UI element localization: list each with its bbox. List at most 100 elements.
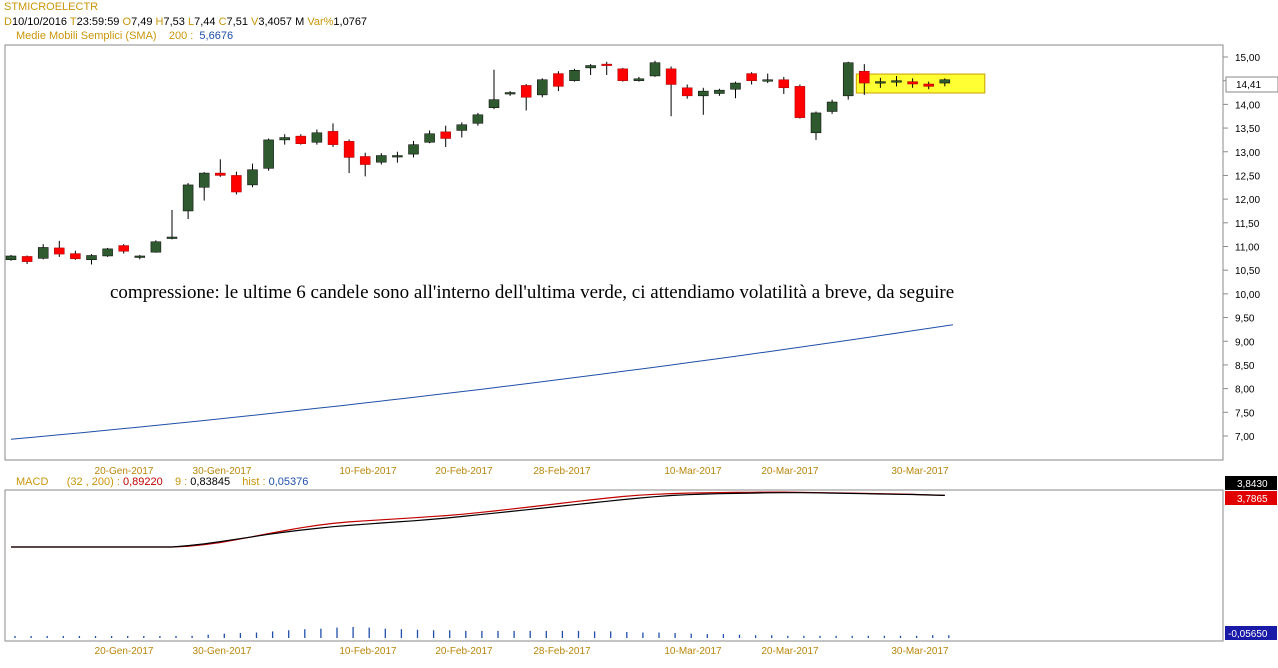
price-tick-label: 12,00 xyxy=(1235,195,1260,206)
price-tick-label: 7,50 xyxy=(1235,408,1255,419)
candle-up xyxy=(842,62,854,97)
price-tick-label: 10,00 xyxy=(1235,290,1260,301)
candle-up xyxy=(247,169,258,186)
macd-panel-frame xyxy=(4,489,1224,642)
hist-min-tag xyxy=(1225,626,1277,640)
candle-down xyxy=(778,79,790,89)
candles-group xyxy=(5,60,951,265)
candle-up xyxy=(5,255,17,261)
candle-up xyxy=(488,99,500,108)
macd-date-label: 30-Mar-2017 xyxy=(891,646,949,657)
candle-up xyxy=(102,248,113,257)
macd-date-label: 30-Gen-2017 xyxy=(193,646,252,657)
date-label: 20-Gen-2017 xyxy=(95,466,154,477)
price-tick-label: 8,00 xyxy=(1235,385,1255,396)
candle-up xyxy=(875,81,886,84)
signal-line xyxy=(11,491,945,548)
candle-up xyxy=(714,89,725,94)
macd-value-label: 3,8430 xyxy=(1237,479,1268,490)
macd-value-tag xyxy=(1225,476,1277,490)
candle-up xyxy=(472,114,484,124)
candle-up xyxy=(730,82,741,90)
candle-up xyxy=(698,90,709,97)
macd-histogram xyxy=(14,627,950,638)
candle-down xyxy=(665,68,677,85)
candle-up xyxy=(762,79,773,82)
candle-down xyxy=(231,175,242,193)
candle-up xyxy=(198,172,210,188)
candle-up xyxy=(537,79,548,96)
candle-up xyxy=(150,241,162,253)
compression-annotation: compressione: le ultime 6 candele sono a… xyxy=(110,282,954,303)
candle-up xyxy=(86,255,97,261)
candle-down xyxy=(54,247,65,255)
signal-value-tag xyxy=(1225,491,1277,505)
last-price-tag xyxy=(1225,76,1278,93)
candle-up xyxy=(134,255,146,258)
candle-up xyxy=(585,65,596,69)
price-tick-label: 13,00 xyxy=(1235,148,1260,159)
sma-legend: Medie Mobili Semplici (SMA) 200 : 5,6676 xyxy=(16,30,234,42)
macd-line xyxy=(11,492,945,548)
macd-date-label: 20-Feb-2017 xyxy=(435,646,493,657)
candle-up xyxy=(504,92,516,95)
candle-up xyxy=(182,184,194,212)
date-label: 10-Feb-2017 xyxy=(339,466,397,477)
candle-down xyxy=(70,253,81,260)
candle-down xyxy=(215,172,226,176)
candle-up xyxy=(166,236,178,239)
date-label: 28-Feb-2017 xyxy=(533,466,591,477)
candle-down xyxy=(21,256,33,262)
candle-down xyxy=(343,141,355,158)
candle-up xyxy=(279,137,290,141)
candle-down xyxy=(359,156,371,165)
ohlc-readout: D10/10/2016 T23:59:59 O7,49 H7,53 L7,44 … xyxy=(4,16,368,28)
candle-down xyxy=(118,245,129,252)
candle-up xyxy=(939,79,951,84)
price-tick-label: 9,00 xyxy=(1235,337,1255,348)
date-label: 30-Mar-2017 xyxy=(891,466,949,477)
candle-down xyxy=(859,70,870,84)
candle-up xyxy=(263,139,274,169)
candle-down xyxy=(617,68,629,81)
candle-up xyxy=(810,112,822,134)
price-tick-label: 7,00 xyxy=(1235,432,1255,443)
candle-down xyxy=(520,85,532,98)
date-axis: 20-Gen-2017 30-Gen-2017 10-Feb-2017 20-Feb-… xyxy=(95,466,950,477)
candle-down xyxy=(794,86,806,118)
last-price-label: 14,41 xyxy=(1236,80,1261,91)
price-tick-label: 11,50 xyxy=(1235,219,1260,230)
macd-date-axis: 20-Gen-2017 30-Gen-2017 10-Feb-2017 20-Feb-… xyxy=(95,646,950,657)
macd-date-label: 10-Feb-2017 xyxy=(339,646,397,657)
compression-highlight xyxy=(855,73,986,94)
price-tick-label: 14,00 xyxy=(1235,100,1260,111)
candle-up xyxy=(376,155,387,163)
candle-up xyxy=(392,155,403,158)
price-tick-label: 11,00 xyxy=(1235,243,1260,254)
macd-legend: MACD (32 , 200) : 0,89220 9 : 0,83845 hi… xyxy=(16,476,309,488)
candle-down xyxy=(295,135,307,144)
macd-date-label: 20-Mar-2017 xyxy=(761,646,819,657)
candle-down xyxy=(601,63,612,66)
candle-up xyxy=(424,133,435,143)
candle-up xyxy=(569,70,580,81)
candle-up xyxy=(826,101,838,112)
price-tick-label: 8,50 xyxy=(1235,361,1255,372)
price-axis: 7,00 7,50 8,00 8,50 9,00 9,50 10,00 10,50 11,00 1… xyxy=(1223,53,1260,443)
macd-date-label: 28-Feb-2017 xyxy=(533,646,591,657)
candle-up xyxy=(408,144,419,155)
candle-up xyxy=(37,247,49,259)
candle-up xyxy=(633,78,645,81)
price-tick-label: 10,50 xyxy=(1235,266,1260,277)
price-panel-frame xyxy=(4,44,1224,461)
candle-up xyxy=(891,80,902,83)
candle-up xyxy=(649,62,661,77)
price-tick-label: 9,50 xyxy=(1235,314,1255,325)
price-tick-label: 15,00 xyxy=(1235,53,1260,64)
candle-down xyxy=(681,87,693,97)
candle-down xyxy=(327,131,339,145)
candle-down xyxy=(746,73,757,81)
date-label: 30-Gen-2017 xyxy=(193,466,252,477)
candle-down xyxy=(923,83,934,87)
